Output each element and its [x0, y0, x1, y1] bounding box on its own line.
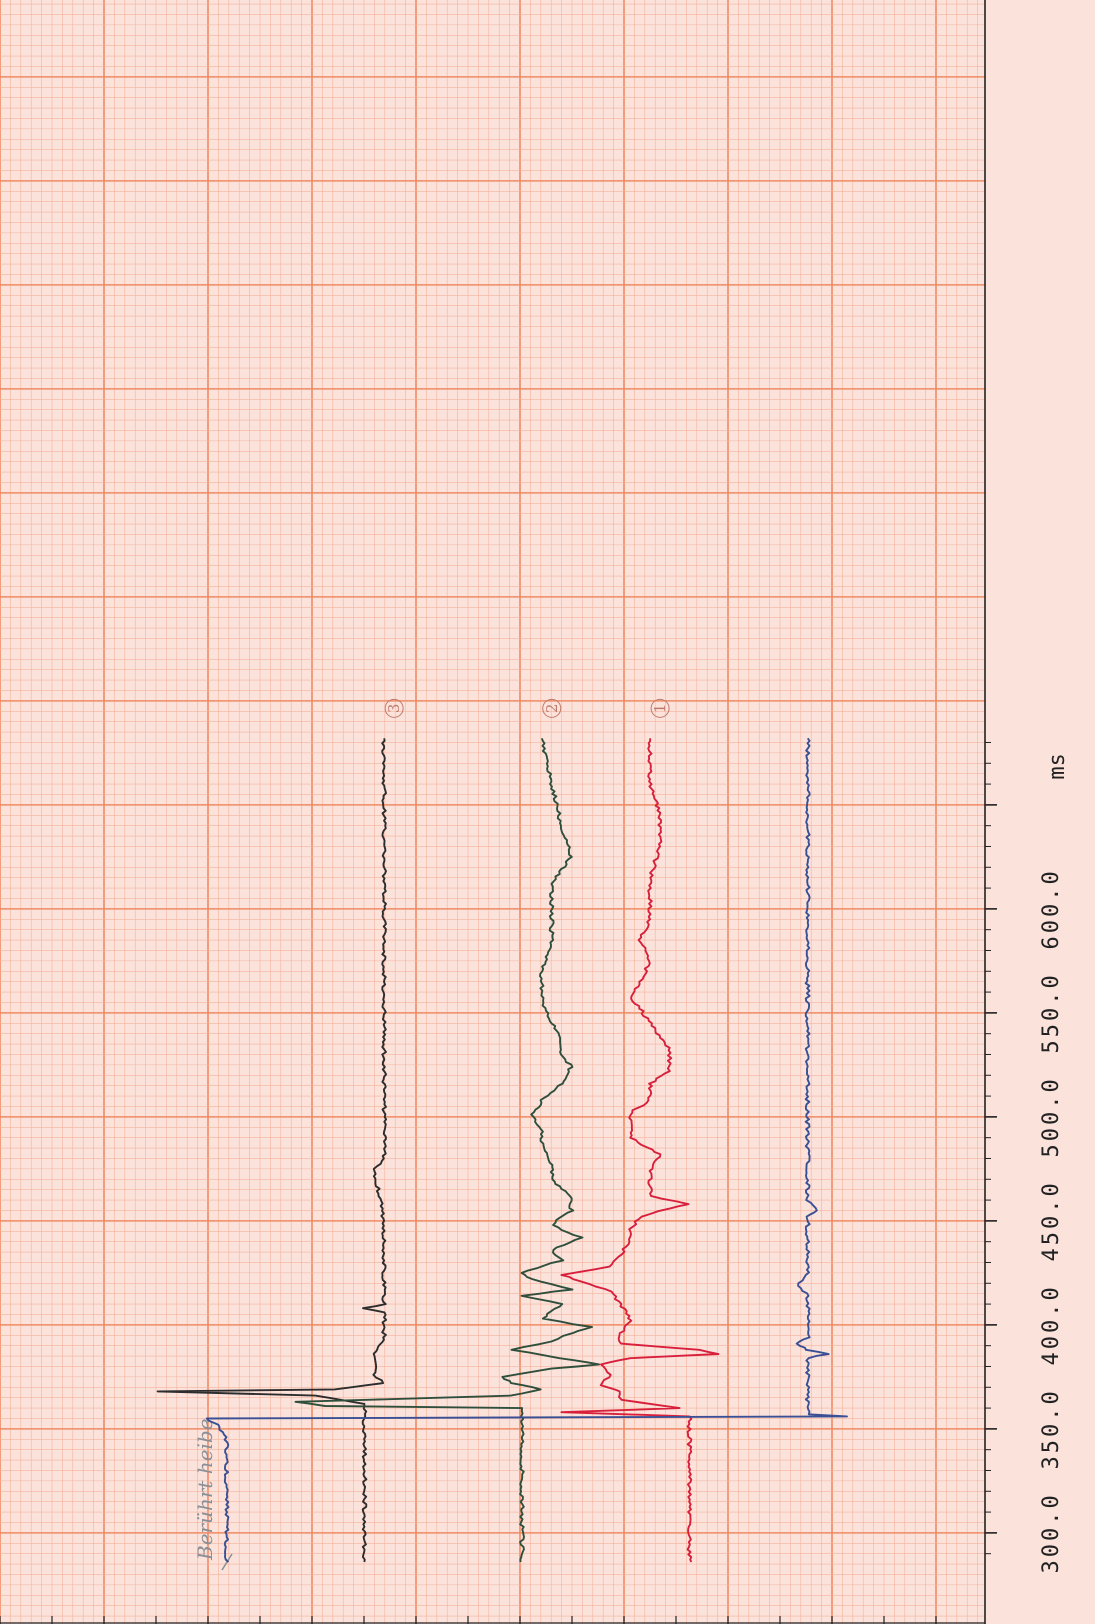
series-marker-circle: [384, 698, 404, 718]
series-line-blue: [205, 737, 848, 1563]
grid-lines: [0, 0, 985, 1624]
series-marker-label: 2: [543, 704, 561, 714]
series-line-black: [156, 738, 388, 1563]
annotation-layer: Berührt heibe: [193, 1418, 233, 1571]
axis-tick-label: 400.0: [1039, 1284, 1064, 1365]
series-marker-label: 1: [651, 704, 669, 714]
axis-tick-label: 500.0: [1039, 1076, 1064, 1157]
series-marker-circle: [542, 698, 562, 718]
axis-tick-label: 450.0: [1039, 1180, 1064, 1261]
series-marker-label: 3: [385, 704, 403, 714]
handwritten-note: Berührt heibe: [193, 1418, 217, 1561]
series-layer: 3 2 1: [156, 698, 848, 1563]
axis-tick-label: 300.0: [1039, 1492, 1064, 1573]
series-line-green: [294, 737, 601, 1563]
time-axis: ms 300.0 350.0 400.0 450.0 500.0 550.0 600.0: [0, 0, 1070, 1624]
series-marker-circle: [650, 698, 670, 718]
axis-tick-label: 600.0: [1039, 868, 1064, 949]
axis-tick-label: 550.0: [1039, 972, 1064, 1053]
pencil-stroke: [221, 1553, 233, 1571]
axis-tick-label: 350.0: [1039, 1388, 1064, 1469]
series-line-red: [560, 738, 720, 1563]
axis-unit-label: ms: [1045, 753, 1070, 780]
